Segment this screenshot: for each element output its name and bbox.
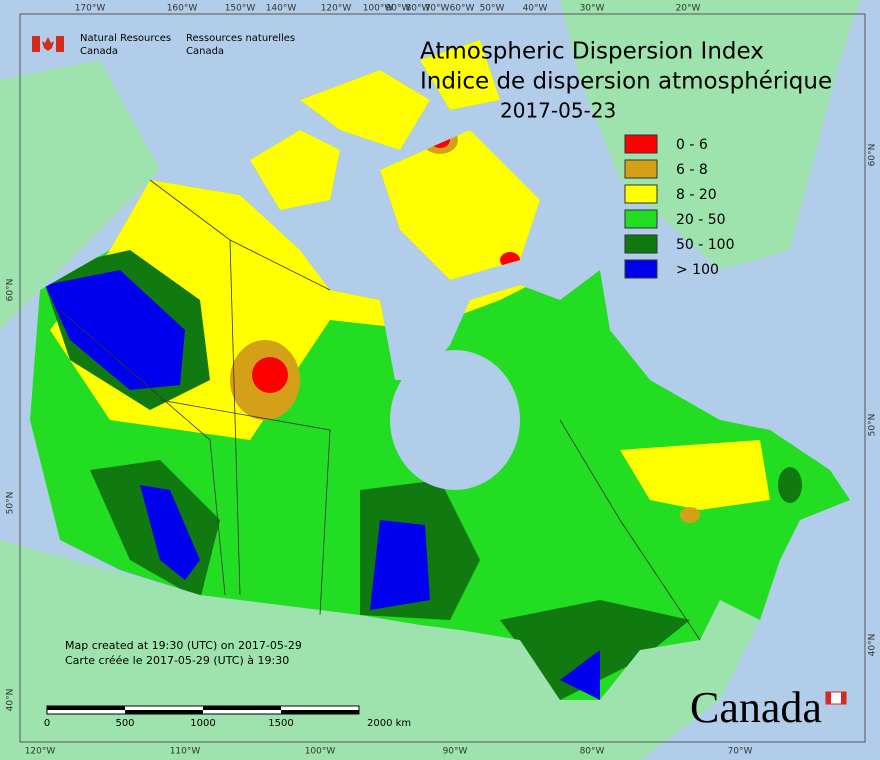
graticule-label: 20°W [676,4,701,14]
graticule-label: 110°W [170,747,201,757]
legend-swatch [624,184,658,204]
title: Atmospheric Dispersion Index [420,39,764,65]
scale-label: 500 [115,718,134,729]
scale-label: 1000 [190,718,215,729]
graticule-label: 60°N [6,279,16,302]
org-en: Natural Resources [80,33,171,44]
legend-label: 8 - 20 [676,187,717,203]
greenland [560,0,860,270]
legend-label: 0 - 6 [676,137,708,153]
title: Indice de dispersion atmosphérique [420,69,832,95]
wordmark: Canada [690,683,822,732]
date: 2017-05-23 [500,99,616,123]
logo [32,36,64,52]
graticule-label: 80°W [580,747,605,757]
graticule-label: 40°W [523,4,548,14]
legend-swatch [624,209,658,229]
alaska [0,60,160,330]
legend-swatch [624,159,658,179]
graticule-label: 140°W [266,4,297,14]
wordmark-flag [825,691,847,705]
graticule-label: 60°W [450,4,475,14]
legend-swatch [624,234,658,254]
graticule-label: 70°W [728,747,753,757]
graticule-label: 80°W [406,4,431,14]
graticule-label: 40°N [868,634,878,657]
graticule-label: 50°N [6,492,16,515]
graticule-label: 100°W [305,747,336,757]
graticule-label: 170°W [75,4,106,14]
graticule-label: 50°N [868,414,878,437]
graticule-label: 40°N [6,689,16,712]
graticule-label: 50°W [480,4,505,14]
scale-label: 0 [44,718,50,729]
scale-label: 2000 km [367,718,411,729]
graticule-label: 30°W [580,4,605,14]
graticule-label: 90°W [443,747,468,757]
hudson-bay [390,350,520,490]
borders [59,179,701,641]
united-states [0,540,760,760]
graticule-label: 150°W [225,4,256,14]
org-fr: Ressources naturelles [186,33,295,44]
frame [19,13,866,743]
legend-label: 20 - 50 [676,212,726,228]
org-fr: Canada [186,46,224,57]
scale-label: 1500 [268,718,293,729]
graticule-label: 90°W [386,4,411,14]
graticule-label: 60°N [868,144,878,167]
scale-bar [46,705,360,715]
org-en: Canada [80,46,118,57]
graticule-label: 120°W [321,4,352,14]
legend-label: 50 - 100 [676,237,735,253]
graticule-label: 70°W [425,4,450,14]
legend-swatch [624,259,658,279]
credit: Map created at 19:30 (UTC) on 2017-05-29 [65,639,302,652]
graticule-label: 160°W [167,4,198,14]
credit: Carte créée le 2017-05-29 (UTC) à 19:30 [65,654,289,667]
graticule-label: 120°W [25,747,56,757]
legend-label: > 100 [676,262,719,278]
legend-swatch [624,134,658,154]
legend-label: 6 - 8 [676,162,708,178]
graticule-label: 100°W [363,4,394,14]
